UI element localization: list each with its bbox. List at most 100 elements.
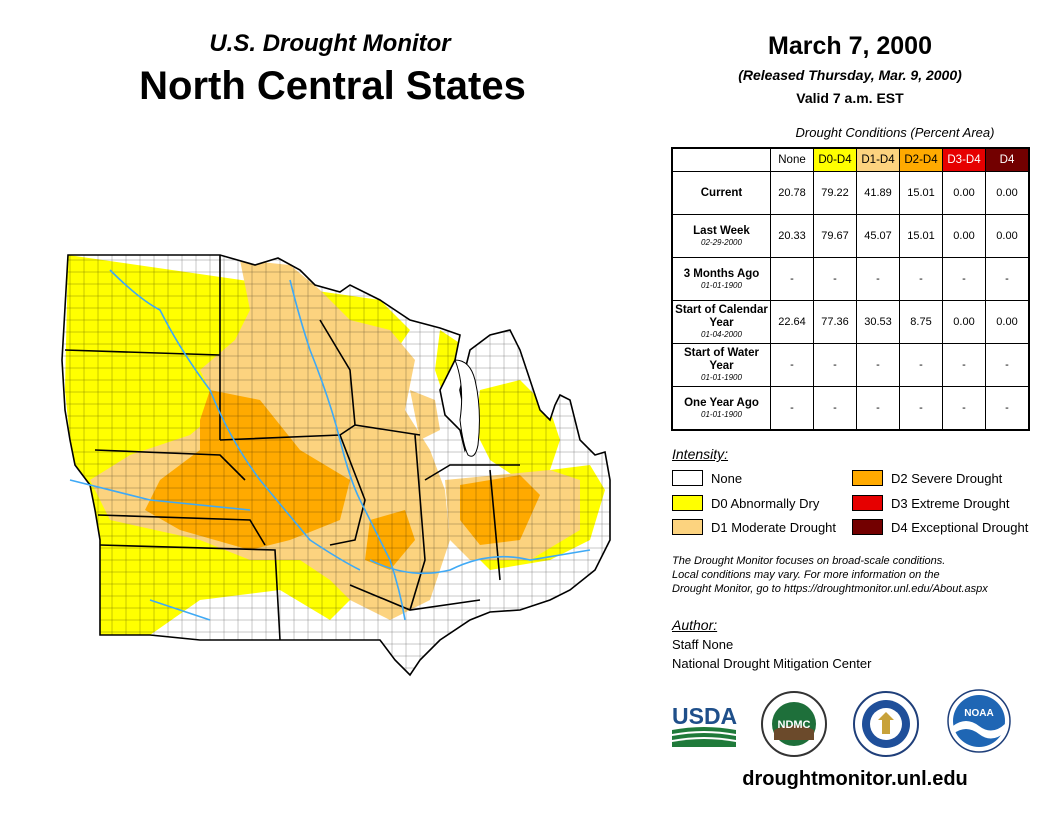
table-cell: 30.53 [856,300,900,344]
d2-area-illinois [365,510,415,570]
mo-ky-border [349,584,481,611]
table-cell: 0.00 [942,171,986,215]
table-cell: 0.00 [942,300,986,344]
legend-swatch [852,519,883,535]
monitor-subtitle: U.S. Drought Monitor [209,30,451,57]
table-cell: - [899,343,943,387]
table-cell: - [942,386,986,431]
table-cell: - [770,343,814,387]
d2-area-plains [145,390,350,550]
commerce-seal-logo [853,691,919,757]
missouri-river [109,269,361,571]
table-cell: - [856,386,900,431]
drought-areas [62,255,610,675]
table-cell: - [813,343,857,387]
table-cell: 77.36 [813,300,857,344]
header-blank [672,148,771,172]
col-d4: D4 [985,147,1030,172]
table-cell: 41.89 [856,171,900,215]
legend-swatch [852,470,883,486]
table-cell: - [856,257,900,301]
table-cell: 0.00 [985,171,1030,215]
mn-wi-border [319,319,356,426]
table-cell: 0.00 [985,214,1030,258]
table-cell: 45.07 [856,214,900,258]
table-cell: 20.33 [770,214,814,258]
ndmc-logo: NDMC [761,691,827,757]
d1-area-wisconsin-south [410,390,440,440]
legend-item-d0: D0 Abnormally Dry [672,495,819,511]
col-d3-d4: D3-D4 [942,147,986,172]
noaa-logo-text: NOAA [964,708,993,719]
legend-item-d3: D3 Extreme Drought [852,495,1010,511]
legend-item-d1: D1 Moderate Drought [672,519,836,535]
map-date: March 7, 2000 [768,32,932,60]
table-cell: - [770,386,814,431]
website-url[interactable]: droughtmonitor.unl.edu [742,768,968,790]
col-d2-d4: D2-D4 [899,147,943,172]
ne-ks-border [97,514,266,546]
author-label: Author: [672,617,718,633]
legend-label: D4 Exceptional Drought [891,519,1029,535]
ohio-river [369,549,591,575]
table-cell: 0.00 [942,214,986,258]
ks-mo-border [99,544,281,641]
note-line: Local conditions may vary. For more info… [672,569,940,581]
row-label: Start of Water Year 01-01-1900 [671,343,771,387]
row-label: Start of Calendar Year 01-04-2000 [671,300,771,344]
in-mi-border [424,464,520,481]
rivers [69,269,591,621]
col-none: None [770,147,814,172]
il-in-border [409,434,426,611]
legend-swatch [852,495,883,511]
table-cell: 22.64 [770,300,814,344]
table-caption: Drought Conditions (Percent Area) [795,125,995,140]
table-cell: 79.67 [813,214,857,258]
row-label: Current [671,171,771,215]
legend-swatch [672,495,703,511]
legend-item-none: None [672,470,742,486]
legend-title: Intensity: [672,446,729,462]
table-row: Last Week 02-29-2000 20.33 79.67 45.07 15… [671,214,1030,258]
ia-il-border [329,434,366,546]
col-d0-d4: D0-D4 [813,147,857,172]
table-cell: 79.22 [813,171,857,215]
table-cell: - [942,257,986,301]
d2-area-indiana [460,475,540,545]
state-borders [61,254,611,677]
noaa-logo: NOAA [947,689,1011,753]
row-label: Last Week 02-29-2000 [671,214,771,258]
table-row: Start of Water Year 01-01-1900 - - - - - … [671,343,1030,387]
nd-sd-border [64,349,221,356]
drought-map [61,254,611,677]
legend-label: D1 Moderate Drought [711,519,837,535]
table-cell: - [813,386,857,431]
note-line: The Drought Monitor focuses on broad-sca… [672,555,946,567]
table-cell: - [985,343,1030,387]
wi-il-border [354,424,421,436]
usda-logo-text: USDA [672,703,737,729]
legend-item-d4: D4 Exceptional Drought [852,519,1028,535]
in-oh-border [489,469,501,581]
region-title: North Central States [139,64,526,108]
drought-stats-table: None D0-D4 D1-D4 D2-D4 D3-D4 D4 Current … [671,147,1030,431]
table-cell: - [899,386,943,431]
legend-item-d2: D2 Severe Drought [852,470,1002,486]
legend-label: D2 Severe Drought [891,470,1003,486]
valid-time: Valid 7 a.m. EST [796,90,904,106]
table-cell: 0.00 [985,300,1030,344]
table-cell: - [942,343,986,387]
table-cell: 8.75 [899,300,943,344]
author-name: Staff None [672,637,734,652]
disclaimer-note: The Drought Monitor focuses on broad-sca… [672,554,1052,596]
row-label: One Year Ago 01-01-1900 [671,386,771,431]
legend-label: None [711,470,743,486]
note-line: Drought Monitor, go to https://droughtmo… [672,583,988,595]
platte-river [69,479,251,511]
table-cell: - [985,386,1030,431]
table-cell: 15.01 [899,171,943,215]
legend-swatch [672,470,703,486]
table-row: Current 20.78 79.22 41.89 15.01 0.00 0.0… [671,171,1030,215]
table-cell: - [899,257,943,301]
col-d1-d4: D1-D4 [856,147,900,172]
